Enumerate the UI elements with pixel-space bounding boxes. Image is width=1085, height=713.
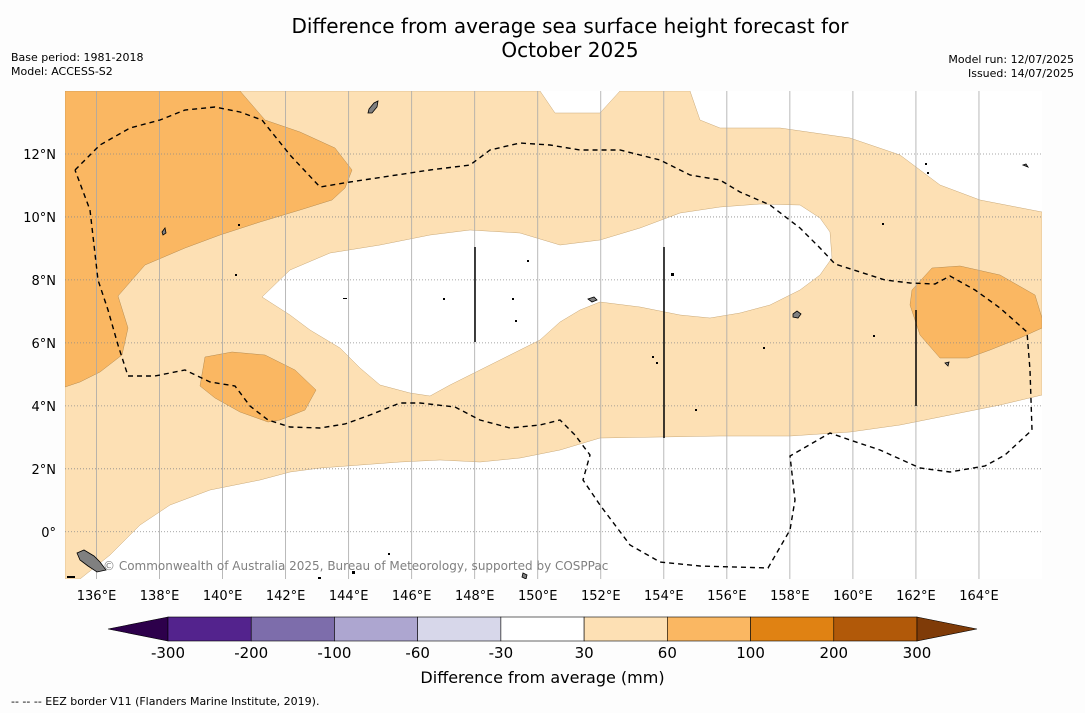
atoll	[515, 320, 517, 322]
colorbar-tick-label: 200	[819, 644, 848, 662]
longitude-tick-label: 154°E	[644, 589, 684, 604]
colorbar-segment	[250, 616, 335, 642]
atoll	[318, 577, 321, 579]
colorbar-segment	[167, 616, 252, 642]
small-atolls	[67, 163, 929, 579]
anomaly-region-60-100-west	[65, 91, 353, 388]
atoll	[763, 347, 765, 349]
atoll	[388, 553, 390, 555]
anomaly-region-60-100-east	[909, 265, 1042, 359]
anomaly-region-60-100-mid	[199, 351, 317, 423]
longitude-tick-label: 156°E	[707, 589, 747, 604]
colorbar-segment	[750, 616, 835, 642]
longitude-tick-label: 148°E	[455, 589, 495, 604]
map-body: © Commonwealth of Australia 2025, Bureau…	[65, 91, 1042, 579]
colorbar-segment	[500, 616, 585, 642]
atoll	[235, 274, 237, 276]
model-run-label: Model run: 12/07/2025	[948, 53, 1074, 66]
map-title: Difference from average sea surface heig…	[250, 14, 890, 62]
longitude-tick-label: 140°E	[203, 589, 243, 604]
longitude-tick-label: 144°E	[329, 589, 369, 604]
longitude-tick-label: 164°E	[959, 589, 999, 604]
colorbar-segment	[417, 616, 502, 642]
base-period-label: Base period: 1981-2018	[11, 51, 144, 64]
latitude-tick-label: 6°N	[32, 337, 57, 352]
atoll	[882, 223, 884, 225]
island-png-coast	[76, 549, 107, 573]
atoll	[925, 163, 927, 165]
atoll	[352, 571, 355, 574]
longitude-tick-label: 146°E	[392, 589, 432, 604]
island-manus	[521, 572, 528, 579]
colorbar: -300 -200 -100 -60 -30 30 60 100 200 300	[107, 616, 978, 662]
longitude-tick-label: 142°E	[266, 589, 306, 604]
atoll	[927, 172, 929, 174]
longitude-tick-label: 162°E	[896, 589, 936, 604]
title-line-1: Difference from average sea surface heig…	[291, 14, 849, 38]
eez-border-line	[74, 106, 1033, 569]
latitude-tick-label: 10°N	[23, 211, 56, 226]
longitude-tick-label: 138°E	[140, 589, 180, 604]
atoll	[652, 356, 654, 358]
colorbar-segment	[334, 616, 418, 642]
atoll	[695, 409, 697, 411]
latitude-tick-label: 8°N	[32, 274, 57, 289]
longitude-labels: 136°E 138°E 140°E 142°E 144°E 146°E 148°E 150°E…	[77, 589, 999, 604]
island-kosrae	[944, 361, 950, 367]
meta-right: Model run: 12/07/2025 Issued: 14/07/2025	[948, 53, 1074, 81]
colorbar-tick-label: 30	[575, 644, 594, 662]
footnote: -- -- -- EEZ border V11 (Flanders Marine…	[11, 695, 320, 708]
atoll	[512, 298, 514, 300]
latitude-tick-label: 4°N	[32, 400, 57, 415]
colorbar-tick-label: -30	[489, 644, 514, 662]
latitude-labels: 0° 2°N 4°N 6°N 8°N 10°N 12°N	[23, 148, 56, 541]
colorbar-tick-label: -100	[317, 644, 351, 662]
colorbar-title: Difference from average (mm)	[420, 668, 665, 687]
issued-label: Issued: 14/07/2025	[967, 67, 1074, 80]
longitude-tick-label: 152°E	[581, 589, 621, 604]
colorbar-tick-label: -200	[234, 644, 268, 662]
colorbar-segment	[667, 616, 751, 642]
atoll	[343, 298, 347, 299]
latitude-tick-label: 0°	[41, 526, 56, 541]
longitude-tick-label: 150°E	[518, 589, 558, 604]
model-label: Model: ACCESS-S2	[11, 65, 113, 78]
atoll	[443, 298, 445, 300]
colorbar-over-arrow	[916, 616, 978, 642]
colorbar-tick-label: 300	[903, 644, 932, 662]
islands	[76, 100, 1030, 579]
title-line-2: October 2025	[501, 38, 639, 62]
atoll	[873, 335, 875, 337]
colorbar-under-arrow	[107, 616, 169, 642]
atoll	[527, 260, 529, 262]
atoll	[671, 273, 674, 276]
island-north	[1021, 163, 1030, 168]
anomaly-region-neutral	[261, 203, 833, 397]
colorbar-tick-label: -300	[151, 644, 185, 662]
colorbar-tick-label: 100	[736, 644, 765, 662]
atoll	[238, 224, 240, 226]
atoll	[67, 576, 75, 578]
atoll	[656, 362, 658, 364]
colorbar-tick-label: 60	[658, 644, 677, 662]
latitude-tick-label: 2°N	[32, 463, 57, 478]
island-pohnpei	[792, 310, 802, 319]
island-chuuk	[587, 296, 598, 303]
longitude-tick-label: 160°E	[833, 589, 873, 604]
copyright-credit: © Commonwealth of Australia 2025, Bureau…	[103, 559, 608, 573]
colorbar-tick-label: -60	[405, 644, 430, 662]
island-guam	[367, 100, 379, 114]
colorbar-segment	[583, 616, 668, 642]
island-palau	[161, 227, 167, 236]
colorbar-segment	[833, 616, 918, 642]
longitude-tick-label: 158°E	[770, 589, 810, 604]
latitude-tick-label: 12°N	[23, 148, 56, 163]
longitude-tick-label: 136°E	[77, 589, 117, 604]
meta-left: Base period: 1981-2018 Model: ACCESS-S2	[11, 51, 143, 79]
gridlines	[65, 91, 1042, 579]
